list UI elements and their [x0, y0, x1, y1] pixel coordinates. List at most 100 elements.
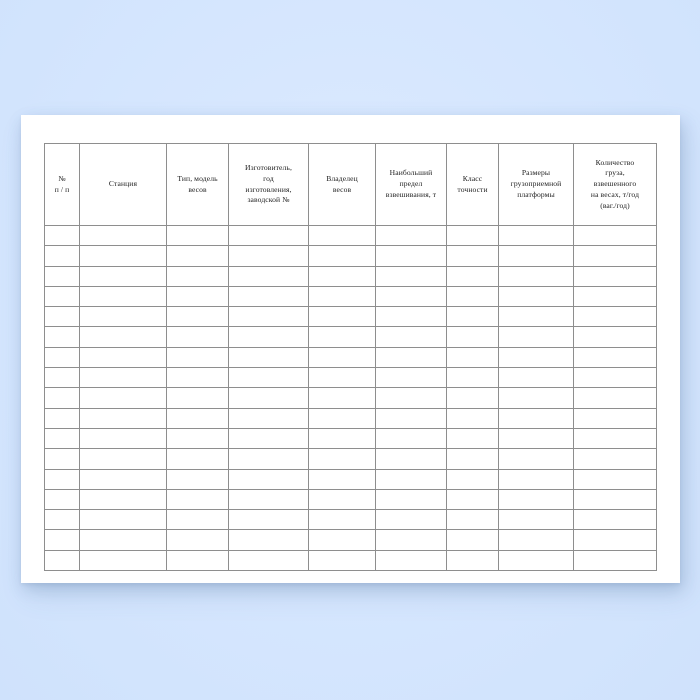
table-cell[interactable]: [308, 346, 376, 369]
table-cell[interactable]: [573, 407, 657, 429]
table-cell[interactable]: [79, 509, 167, 531]
table-cell[interactable]: [44, 529, 80, 551]
table-cell[interactable]: [375, 427, 447, 450]
table-cell[interactable]: [308, 509, 376, 531]
table-row[interactable]: [44, 387, 657, 409]
table-cell[interactable]: [446, 224, 499, 247]
table-cell[interactable]: [573, 265, 657, 287]
table-cell[interactable]: [498, 285, 574, 308]
table-cell[interactable]: [498, 529, 574, 551]
table-cell[interactable]: [228, 468, 309, 490]
table-cell[interactable]: [166, 245, 229, 267]
table-cell[interactable]: [79, 265, 167, 287]
table-cell[interactable]: [166, 367, 229, 389]
table-cell[interactable]: [79, 326, 167, 348]
table-cell[interactable]: [498, 427, 574, 450]
table-cell[interactable]: [166, 346, 229, 369]
table-cell[interactable]: [498, 549, 574, 572]
table-cell[interactable]: [308, 367, 376, 389]
table-cell[interactable]: [573, 529, 657, 551]
table-cell[interactable]: [573, 387, 657, 409]
table-cell[interactable]: [498, 367, 574, 389]
table-cell[interactable]: [44, 326, 80, 348]
table-cell[interactable]: [498, 306, 574, 328]
table-cell[interactable]: [166, 326, 229, 348]
table-row[interactable]: [44, 529, 657, 551]
table-cell[interactable]: [375, 488, 447, 511]
table-cell[interactable]: [498, 245, 574, 267]
table-cell[interactable]: [228, 346, 309, 369]
table-cell[interactable]: [498, 387, 574, 409]
table-cell[interactable]: [228, 509, 309, 531]
table-cell[interactable]: [44, 427, 80, 450]
table-cell[interactable]: [375, 549, 447, 572]
table-cell[interactable]: [44, 407, 80, 429]
table-row[interactable]: [44, 488, 657, 511]
table-cell[interactable]: [228, 387, 309, 409]
table-cell[interactable]: [166, 285, 229, 308]
table-cell[interactable]: [79, 367, 167, 389]
table-cell[interactable]: [79, 529, 167, 551]
table-cell[interactable]: [573, 448, 657, 470]
table-row[interactable]: [44, 346, 657, 369]
table-cell[interactable]: [375, 224, 447, 247]
table-row[interactable]: [44, 468, 657, 490]
table-cell[interactable]: [573, 488, 657, 511]
table-cell[interactable]: [446, 245, 499, 267]
table-row[interactable]: [44, 509, 657, 531]
table-cell[interactable]: [44, 509, 80, 531]
table-cell[interactable]: [573, 326, 657, 348]
table-cell[interactable]: [44, 245, 80, 267]
table-cell[interactable]: [446, 488, 499, 511]
table-cell[interactable]: [498, 468, 574, 490]
table-cell[interactable]: [375, 346, 447, 369]
table-cell[interactable]: [79, 549, 167, 572]
table-cell[interactable]: [228, 306, 309, 328]
table-cell[interactable]: [308, 265, 376, 287]
table-cell[interactable]: [79, 285, 167, 308]
table-cell[interactable]: [44, 224, 80, 247]
table-cell[interactable]: [446, 468, 499, 490]
table-cell[interactable]: [228, 285, 309, 308]
table-cell[interactable]: [44, 306, 80, 328]
table-cell[interactable]: [228, 529, 309, 551]
table-row[interactable]: [44, 224, 657, 247]
table-cell[interactable]: [446, 509, 499, 531]
table-row[interactable]: [44, 427, 657, 450]
table-cell[interactable]: [375, 265, 447, 287]
table-cell[interactable]: [375, 468, 447, 490]
table-cell[interactable]: [375, 509, 447, 531]
table-cell[interactable]: [44, 488, 80, 511]
table-cell[interactable]: [375, 326, 447, 348]
table-cell[interactable]: [228, 326, 309, 348]
table-cell[interactable]: [446, 367, 499, 389]
table-cell[interactable]: [228, 427, 309, 450]
table-cell[interactable]: [166, 387, 229, 409]
table-cell[interactable]: [573, 224, 657, 247]
table-cell[interactable]: [228, 367, 309, 389]
table-cell[interactable]: [79, 306, 167, 328]
table-cell[interactable]: [44, 387, 80, 409]
table-cell[interactable]: [573, 306, 657, 328]
table-cell[interactable]: [308, 326, 376, 348]
table-cell[interactable]: [44, 448, 80, 470]
table-cell[interactable]: [308, 448, 376, 470]
table-row[interactable]: [44, 326, 657, 348]
table-cell[interactable]: [44, 549, 80, 572]
table-cell[interactable]: [375, 529, 447, 551]
table-cell[interactable]: [308, 245, 376, 267]
table-cell[interactable]: [44, 346, 80, 369]
table-cell[interactable]: [228, 488, 309, 511]
table-cell[interactable]: [375, 285, 447, 308]
table-row[interactable]: [44, 265, 657, 287]
table-cell[interactable]: [573, 509, 657, 531]
table-cell[interactable]: [498, 346, 574, 369]
table-cell[interactable]: [166, 224, 229, 247]
table-cell[interactable]: [166, 549, 229, 572]
table-row[interactable]: [44, 549, 657, 572]
table-row[interactable]: [44, 285, 657, 308]
table-cell[interactable]: [498, 326, 574, 348]
table-row[interactable]: [44, 306, 657, 328]
table-cell[interactable]: [228, 407, 309, 429]
table-cell[interactable]: [166, 265, 229, 287]
